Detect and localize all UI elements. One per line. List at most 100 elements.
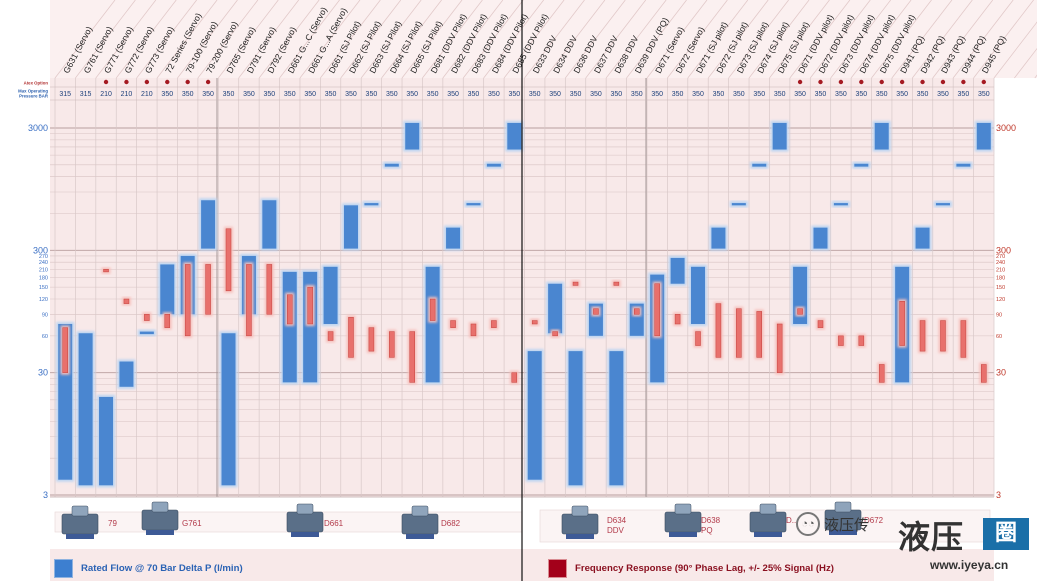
flow-bar (915, 227, 930, 249)
header-hatch-line (360, 0, 422, 79)
pressure-value: 350 (263, 91, 275, 98)
header-hatch-line (340, 0, 402, 79)
flow-bar (568, 351, 583, 486)
frequency-bar (327, 331, 334, 341)
header-hatch-line (524, 0, 585, 79)
valve-head-shape (571, 505, 589, 517)
flow-bar (486, 163, 501, 167)
y-tick-left: 30 (38, 368, 48, 378)
header-hatch-line (442, 0, 504, 79)
valve-head-shape (411, 505, 429, 517)
header-hatch-line (136, 0, 197, 79)
atex-dot (165, 79, 170, 85)
frequency-bar (225, 228, 232, 292)
product-label: DDV (607, 526, 625, 535)
pressure-value: 350 (651, 91, 663, 98)
header-hatch-line (217, 0, 279, 79)
header-hatch-line (667, 0, 728, 79)
frequency-bar (123, 298, 130, 304)
y-tick-small-left: 150 (39, 285, 48, 291)
atex-row-label: Atex Option (24, 81, 49, 86)
header-hatch-line (279, 0, 340, 79)
header-hatch-line (258, 0, 320, 79)
watermark-wechat: ◔◔ 液压传 (796, 512, 869, 536)
valve-body-shape (141, 509, 179, 531)
product-label: D682 (441, 519, 461, 528)
header-hatch-line (299, 0, 361, 79)
atex-dot (859, 79, 864, 85)
valve-body-shape (561, 513, 599, 535)
header-hatch-line (952, 0, 1014, 79)
header-hatch-line (54, 0, 116, 79)
flow-bar (935, 203, 950, 206)
flow-bar (160, 264, 175, 315)
flow-bar (731, 203, 746, 206)
pressure-value: 350 (631, 91, 643, 98)
valve-head-shape (674, 503, 692, 515)
valve-product-image (401, 505, 439, 539)
header-hatch-line (544, 0, 606, 79)
pressure-value: 350 (284, 91, 296, 98)
frequency-bar (511, 372, 518, 383)
product-label: PQ (701, 526, 713, 535)
valve-body-shape (401, 513, 439, 535)
pressure-value: 350 (835, 91, 847, 98)
flow-bar (364, 203, 379, 206)
product-label: D634 (607, 516, 627, 525)
flow-bar (711, 227, 726, 249)
frequency-bar (899, 301, 905, 346)
pressure-value: 350 (815, 91, 827, 98)
legend-item-flow: Rated Flow @ 70 Bar Delta P (l/min) (54, 557, 243, 579)
frequency-bar (593, 308, 599, 315)
header-area (50, 0, 1037, 79)
y-tick-small-left: 270 (39, 254, 48, 260)
y-tick-left: 3000 (28, 123, 48, 133)
valve-head-shape (71, 505, 89, 517)
pressure-value: 350 (692, 91, 704, 98)
atex-dot (205, 79, 211, 85)
flow-bar (691, 266, 706, 324)
flow-bar (119, 361, 134, 387)
y-tick-right: 3 (996, 490, 1001, 500)
pressure-value: 350 (611, 91, 623, 98)
header-hatch-line (75, 0, 136, 79)
y-tick-small-left: 210 (39, 267, 48, 273)
legend-label-frequency: Frequency Response (90° Phase Lag, +/- 2… (575, 562, 834, 574)
header-hatch-line (177, 0, 238, 79)
frequency-bar (878, 364, 885, 383)
frequency-bar (695, 331, 701, 346)
header-hatch-line (422, 0, 483, 79)
flow-bar (752, 163, 767, 167)
pressure-value: 350 (937, 91, 949, 98)
wechat-icon: ◔◔ (796, 512, 820, 536)
pressure-value: 350 (876, 91, 888, 98)
atex-dot (879, 79, 884, 85)
header-hatch-line (462, 0, 524, 79)
pressure-value: 315 (59, 91, 71, 98)
pressure-value: 350 (917, 91, 929, 98)
y-tick-small-right: 90 (996, 312, 1002, 318)
flow-bar (976, 122, 991, 150)
frequency-bar (450, 320, 456, 328)
flow-bar (139, 331, 154, 335)
flow-bar (99, 396, 114, 486)
atex-dot (961, 79, 966, 85)
valve-head-shape (296, 503, 314, 515)
header-hatch-line (769, 0, 830, 79)
atex-dot (797, 79, 803, 85)
flow-bar (833, 203, 848, 206)
product-label: D638 (701, 516, 721, 525)
y-tick-small-right: 270 (996, 254, 1005, 260)
y-tick-right: 300 (996, 245, 1011, 255)
frequency-bar (715, 303, 722, 358)
watermark-box: 圈 (983, 518, 1029, 550)
valve-base-shape (754, 532, 782, 537)
pressure-value: 350 (958, 91, 970, 98)
header-hatch-line (565, 0, 626, 79)
header-hatch-line (809, 0, 871, 79)
flow-bar (609, 351, 624, 486)
pressure-value: 350 (529, 91, 541, 98)
valve-base-shape (146, 530, 174, 535)
valve-base-shape (291, 532, 319, 537)
